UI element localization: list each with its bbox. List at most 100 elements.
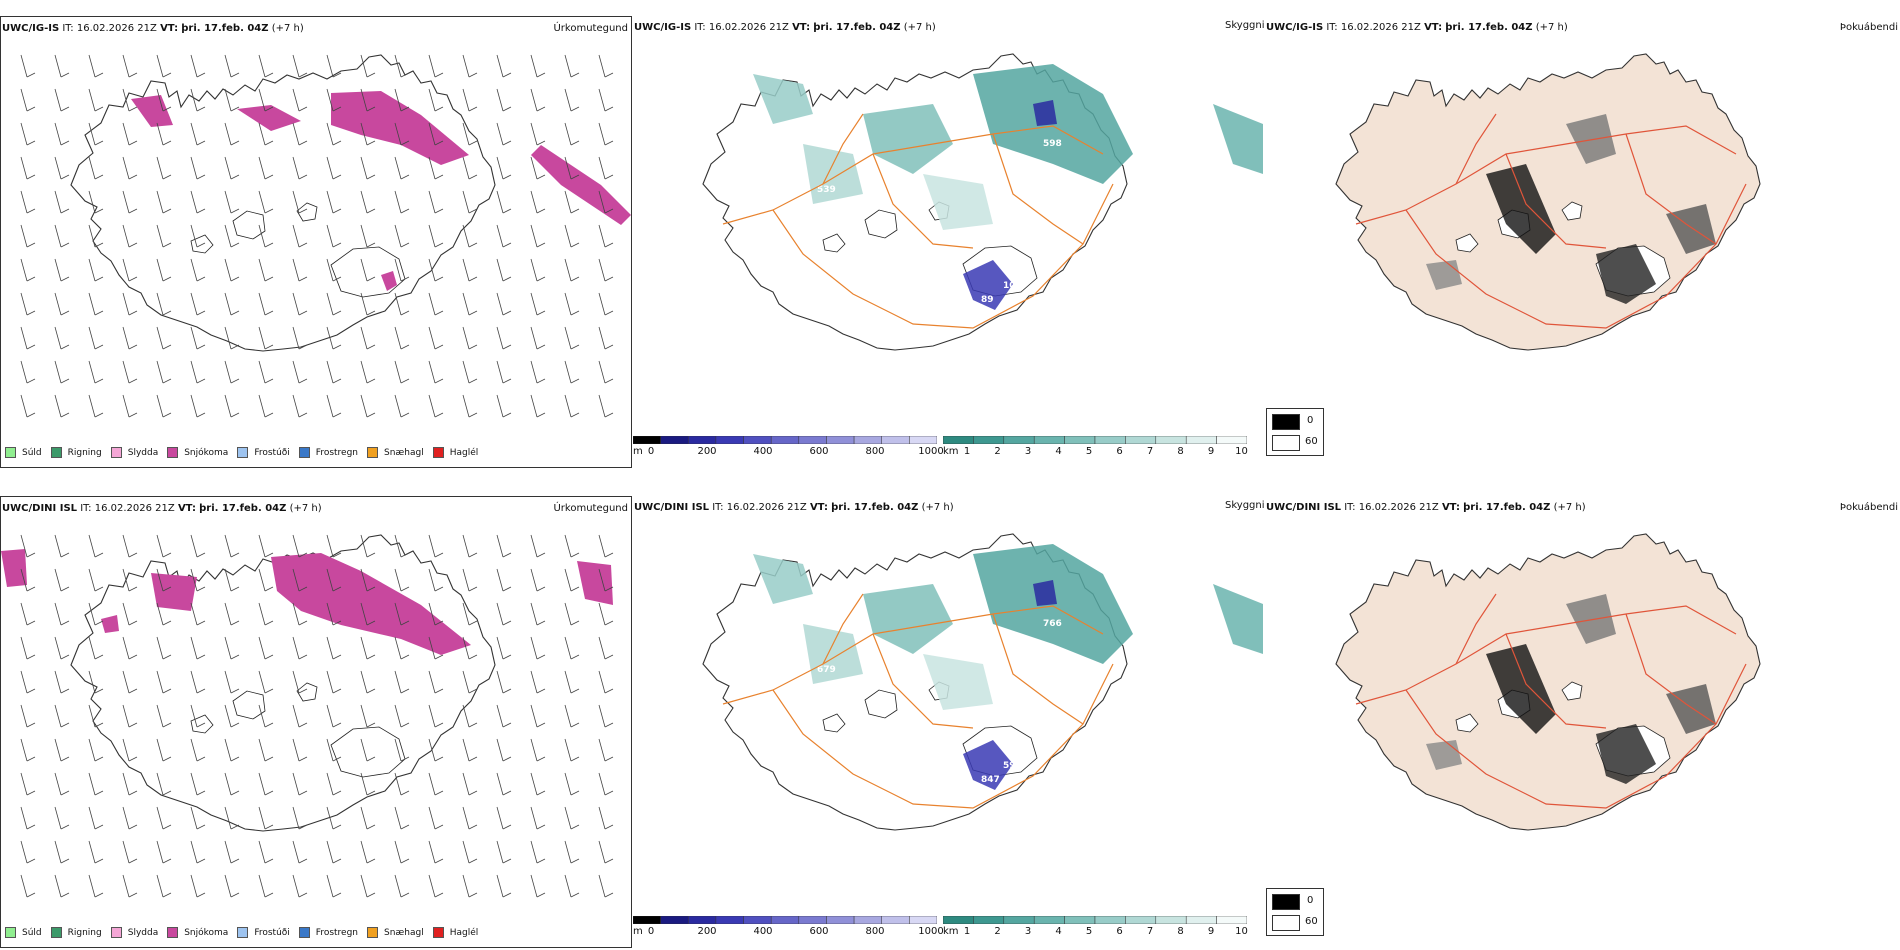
wind-barb [54,806,70,830]
wind-barb [326,258,342,282]
wind-barb [428,54,444,78]
wind-barb [122,88,138,112]
colorbar-tick-label: 3 [1024,926,1032,937]
wind-barb [564,704,580,728]
colorbar-tick-label: 7 [1146,926,1154,937]
wind-barb [394,326,410,350]
wind-barb [598,738,614,762]
iceland-map [1335,533,1761,831]
ceiling-unit: m [633,446,643,457]
wind-barb [496,534,512,558]
wind-barb [156,326,172,350]
wind-barb [54,738,70,762]
wind-barb [360,360,376,384]
wind-barb [156,190,172,214]
colorbar-segment [715,916,744,924]
wind-barb [428,874,444,898]
ceiling-visibility-area [863,584,953,654]
wind-barb [360,394,376,418]
wind-barb [224,156,240,180]
visibility-value-label: 599 [1003,761,1022,771]
wind-barb [428,292,444,316]
init-time: 16.02.2026 21Z [1358,502,1439,513]
colorbar-tick-label: 200 [697,446,717,457]
colorbar-tick-label: 6 [1116,446,1123,457]
colorbar-segment [660,916,689,924]
road-line [1455,593,1497,665]
wind-barb [156,122,172,146]
wind-barb [20,568,36,592]
wind-barb [54,326,70,350]
fog-indicator-panel: UWC/DINI ISL IT: 16.02.2026 21Z VT: þri.… [1266,496,1900,948]
wind-barb [598,394,614,418]
wind-barb [360,292,376,316]
legend-swatch [110,927,122,938]
legend-swatch [5,447,16,458]
wind-barb [54,122,70,146]
legend-label: Snæhagl [384,927,424,938]
wind-barb [224,806,240,830]
wind-barb [122,224,138,248]
wind-barb [88,190,104,214]
colorbar-segment [881,916,910,924]
wind-barb [428,738,444,762]
visibility-value-label: 175 [1063,231,1082,241]
wind-barb [394,738,410,762]
wind-barb [326,840,342,864]
glacier-outline [1455,233,1479,253]
wind-barb [224,122,240,146]
colorbar-segment [1216,436,1247,444]
panel-title: Þokuábendi [1839,22,1898,33]
snowfall-area [101,615,119,633]
wind-barb [598,292,614,316]
wind-barb [462,602,478,626]
iceland-coastline [1335,533,1761,831]
wind-barb [496,636,512,660]
colorbar-segment [1033,916,1065,924]
ceiling-colorbar [633,916,937,924]
wind-barb [530,568,546,592]
wind-barb [190,156,206,180]
wind-barb [54,292,70,316]
wind-barb [258,636,274,660]
wind-barb [360,568,376,592]
wind-barb [258,224,274,248]
wind-barb [326,568,342,592]
valid-time: þri. 17.feb. 04Z [813,22,901,33]
wind-barb [462,704,478,728]
wind-barb [122,360,138,384]
colorbar-tick-label: 400 [753,926,773,937]
legend-label: Rigning [67,447,102,458]
init-time: 16.02.2026 21Z [76,23,157,34]
wind-barb [224,568,240,592]
wind-barb [122,840,138,864]
wind-barb [598,122,614,146]
wind-barb [360,190,376,214]
road-line [1355,125,1737,225]
model-name: UWC/IG-IS [2,23,60,34]
wind-barb [54,88,70,112]
colorbar-segment [909,436,937,444]
init-time: 16.02.2026 21Z [726,502,807,513]
wind-barb [190,54,206,78]
legend-label: Frostúði [254,927,290,938]
wind-barb [564,738,580,762]
wind-barb [462,360,478,384]
fog-swatch-1 [1272,435,1300,451]
colorbar-tick-label: 800 [865,926,885,937]
wind-barb [564,326,580,350]
colorbar-tick-label: 2 [994,926,1001,937]
valid-time: þri. 17.feb. 04Z [1445,22,1533,33]
iceland-coastline [1335,53,1761,351]
colorbar-segment [1155,436,1187,444]
precip-legend-item: Haglél [432,447,479,458]
precip-legend-item: Snjókoma [167,447,228,458]
road-line [1405,663,1747,809]
visibility-value-label: 118 [1063,711,1082,721]
forecast-row: UWC/IG-IS IT: 16.02.2026 21Z VT: þri. 17… [0,16,1900,468]
wind-barb [428,806,444,830]
colorbar-segment [770,916,800,924]
wind-barb [224,394,240,418]
wind-barb [258,568,274,592]
legend-label: Haglél [449,447,479,458]
